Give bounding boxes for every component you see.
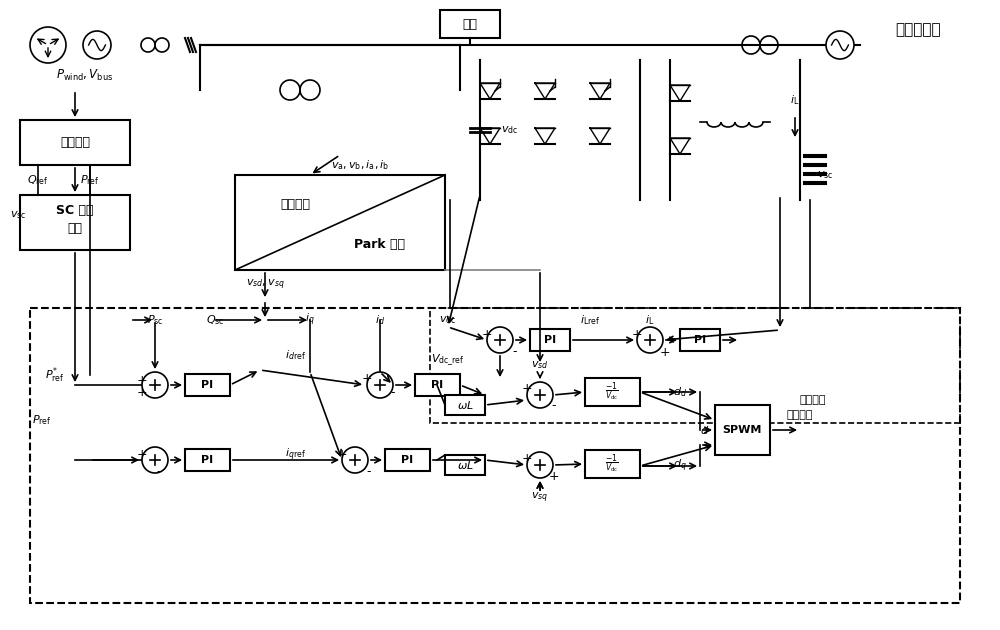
Text: $d_d$: $d_d$ (673, 385, 687, 399)
Text: $v_{sd}$: $v_{sd}$ (531, 359, 549, 371)
Text: PI: PI (401, 455, 413, 465)
Text: -: - (552, 399, 556, 413)
Text: +: + (137, 374, 147, 386)
Text: -: - (391, 386, 395, 399)
Text: $d$: $d$ (700, 424, 710, 436)
Text: PI: PI (201, 455, 213, 465)
Bar (235, 175, 445, 270)
Circle shape (487, 327, 513, 353)
Text: 管理: 管理 (68, 222, 82, 234)
Circle shape (826, 31, 854, 59)
Text: $Q_{\rm ref}$: $Q_{\rm ref}$ (27, 173, 49, 187)
Bar (440, 10, 500, 38)
Text: 驱动信号: 驱动信号 (787, 410, 813, 420)
Text: -: - (367, 466, 371, 479)
Circle shape (142, 372, 168, 398)
Text: Park 变换: Park 变换 (354, 239, 406, 251)
Text: +: + (522, 452, 532, 464)
Bar (185, 374, 230, 396)
Text: +: + (660, 345, 670, 358)
Bar (430, 308, 960, 423)
Bar (20, 120, 130, 165)
Text: $P_{\rm ref}$: $P_{\rm ref}$ (32, 413, 52, 427)
Text: $P_{\rm ref}$: $P_{\rm ref}$ (80, 173, 100, 187)
Text: $d_q$: $d_q$ (673, 458, 687, 474)
Text: $P_{\rm wind},V_{\rm bus}$: $P_{\rm wind},V_{\rm bus}$ (56, 67, 114, 83)
Text: $v_{\rm sc}$: $v_{\rm sc}$ (10, 209, 26, 221)
Text: 无穷大系统: 无穷大系统 (895, 23, 941, 38)
Bar (30, 308, 960, 603)
Bar (585, 450, 640, 478)
Text: $Q_{\rm sc}$: $Q_{\rm sc}$ (206, 313, 224, 327)
Bar (20, 195, 130, 250)
Text: SPWM: SPWM (722, 425, 762, 435)
Bar (715, 405, 770, 455)
Text: +: + (137, 386, 147, 399)
Bar (385, 449, 430, 471)
Circle shape (367, 372, 393, 398)
Text: 网级控制: 网级控制 (60, 135, 90, 149)
Bar (415, 374, 460, 396)
Bar (585, 378, 640, 406)
Text: $i_d$: $i_d$ (375, 313, 385, 327)
Text: $v_{\rm dc}$: $v_{\rm dc}$ (501, 124, 519, 136)
Text: +: + (632, 328, 642, 340)
Text: $i_{\rm L}$: $i_{\rm L}$ (790, 93, 800, 107)
Text: PI: PI (201, 380, 213, 390)
Text: $\omega L$: $\omega L$ (457, 399, 473, 411)
Text: $\frac{-1}{V_{\rm dc}}$: $\frac{-1}{V_{\rm dc}}$ (605, 452, 619, 476)
Text: +: + (549, 471, 559, 483)
Text: $V_{\rm dc\_ref}$: $V_{\rm dc\_ref}$ (431, 352, 465, 368)
Bar (680, 329, 720, 351)
Bar (185, 449, 230, 471)
Circle shape (342, 447, 368, 473)
Text: $P_{\rm ref}^{*}$: $P_{\rm ref}^{*}$ (45, 365, 65, 385)
Text: $i_{d{\rm ref}}$: $i_{d{\rm ref}}$ (285, 348, 305, 362)
Circle shape (83, 31, 111, 59)
Text: $i_{q{\rm ref}}$: $i_{q{\rm ref}}$ (285, 447, 305, 463)
Circle shape (30, 27, 66, 63)
Text: $i_{\rm Lref}$: $i_{\rm Lref}$ (580, 313, 600, 327)
Text: $v_{\rm sc}$: $v_{\rm sc}$ (817, 169, 833, 181)
Text: +: + (337, 447, 347, 461)
Text: $v_{sq}$: $v_{sq}$ (531, 491, 549, 505)
Text: $i_{\rm L}$: $i_{\rm L}$ (645, 313, 655, 327)
Text: $v_{sd},v_{sq}$: $v_{sd},v_{sq}$ (246, 278, 284, 292)
Text: 功率计算: 功率计算 (280, 198, 310, 212)
Text: 负荷: 负荷 (462, 18, 478, 30)
Text: $\frac{-1}{V_{\rm dc}}$: $\frac{-1}{V_{\rm dc}}$ (605, 381, 619, 403)
Text: -: - (157, 466, 161, 479)
Text: +: + (482, 328, 492, 340)
Circle shape (637, 327, 663, 353)
Text: +: + (362, 372, 372, 386)
Bar (445, 455, 485, 475)
Text: +: + (137, 447, 147, 461)
Circle shape (527, 382, 553, 408)
Circle shape (527, 452, 553, 478)
Text: $v_{\rm a},v_{\rm b},i_{\rm a},i_{\rm b}$: $v_{\rm a},v_{\rm b},i_{\rm a},i_{\rm b}… (331, 158, 389, 172)
Text: PI: PI (431, 380, 443, 390)
Text: -: - (513, 345, 517, 358)
Text: $\omega L$: $\omega L$ (457, 459, 473, 471)
Text: $P_{\rm sc}$: $P_{\rm sc}$ (147, 313, 163, 327)
Text: 驱动信号: 驱动信号 (800, 395, 826, 405)
Text: $v_{\rm dc}$: $v_{\rm dc}$ (439, 314, 457, 326)
Text: PI: PI (544, 335, 556, 345)
Bar (445, 395, 485, 415)
Text: SC 能量: SC 能量 (56, 203, 94, 217)
Circle shape (142, 447, 168, 473)
Bar (530, 329, 570, 351)
Text: $i_q$: $i_q$ (305, 312, 315, 328)
Text: +: + (522, 382, 532, 396)
Text: PI: PI (694, 335, 706, 345)
